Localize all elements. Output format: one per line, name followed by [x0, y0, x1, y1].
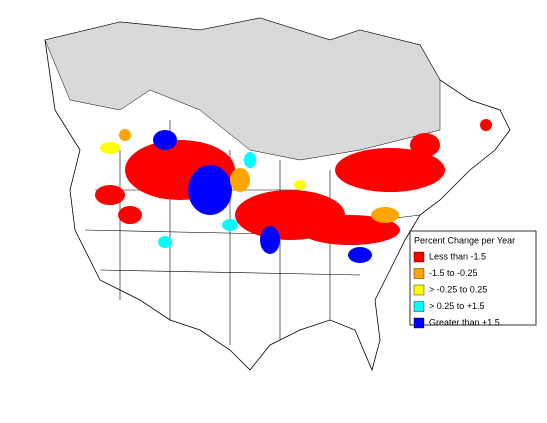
- legend-swatch: [413, 251, 425, 263]
- legend-label: Greater than +1.5: [429, 317, 500, 327]
- patch-red: [300, 215, 400, 245]
- patch-blue: [188, 165, 232, 215]
- patch-red: [335, 148, 445, 192]
- patch-yellow: [100, 142, 120, 154]
- patch-orange: [371, 207, 399, 223]
- patch-red: [480, 119, 492, 131]
- legend-label: > -0.25 to 0.25: [429, 284, 487, 294]
- patch-cyan: [244, 152, 256, 168]
- legend-title: Percent Change per Year: [414, 235, 515, 245]
- legend-swatch: [413, 268, 425, 279]
- legend-label: > 0.25 to +1.5: [429, 301, 485, 311]
- legend-box: [409, 230, 537, 326]
- patch-cyan: [222, 219, 238, 231]
- patch-blue: [348, 247, 372, 263]
- legend-swatch: [413, 301, 425, 312]
- patch-cyan: [158, 236, 172, 248]
- patch-orange: [119, 129, 131, 141]
- patch-yellow: [294, 180, 306, 190]
- abundance-patches: [95, 119, 492, 263]
- legend-swatch: [413, 284, 425, 296]
- patch-orange: [230, 168, 250, 192]
- patch-red: [410, 133, 440, 157]
- legend: Percent Change per Year Less than -1.5 -1…: [409, 230, 537, 329]
- patch-blue: [153, 130, 177, 150]
- legend-swatch: [413, 317, 425, 329]
- patch-blue: [260, 226, 280, 254]
- legend-label: -1.5 to -0.25: [429, 268, 478, 278]
- legend-label: Less than -1.5: [429, 251, 486, 261]
- patch-red: [118, 206, 142, 224]
- patch-red: [95, 185, 125, 205]
